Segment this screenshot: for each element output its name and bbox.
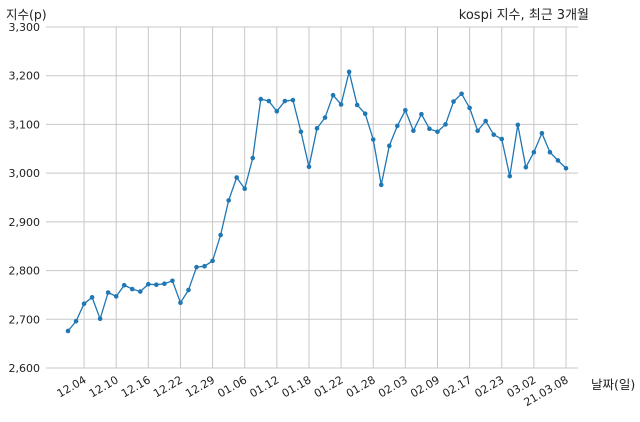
x-axis-label: 날짜(일): [591, 377, 635, 392]
data-point: [386, 143, 392, 149]
data-point: [322, 115, 328, 120]
data-point: [403, 108, 408, 113]
x-axis-ticks: 12.0412.1012.1612.2212.2901.0601.1201.18…: [55, 373, 571, 409]
data-point: [523, 165, 529, 170]
data-point: [507, 173, 513, 179]
data-point: [162, 281, 167, 287]
data-point: [146, 281, 151, 287]
data-point: [515, 122, 521, 128]
data-point: [419, 111, 424, 117]
x-tick-label: 01.06: [215, 373, 249, 400]
data-point: [65, 328, 71, 334]
data-point: [202, 263, 207, 269]
data-point: [451, 99, 456, 104]
data-point: [298, 129, 304, 135]
y-axis-ticks: 2,600 2,700 2,800 2,900 3,000 3,100 3,200 3,300: [9, 21, 41, 375]
data-point: [290, 97, 296, 103]
data-point: [491, 132, 497, 137]
y-tick-label: 2,800: [9, 265, 41, 278]
x-tick-label: 01.18: [280, 373, 314, 400]
data-point: [306, 164, 312, 170]
data-point: [266, 98, 272, 104]
x-tick-label: 02.23: [472, 373, 506, 400]
data-point: [234, 175, 239, 180]
data-point: [73, 318, 79, 324]
y-tick-label: 3,000: [9, 167, 41, 180]
y-tick-label: 2,700: [9, 313, 41, 326]
data-point: [338, 102, 344, 107]
data-point: [346, 69, 352, 75]
data-point: [395, 123, 400, 129]
data-point: [113, 294, 119, 299]
data-point: [97, 316, 103, 322]
data-point: [242, 186, 248, 192]
x-tick-label: 01.12: [248, 373, 282, 400]
data-point: [483, 118, 488, 124]
data-point: [282, 98, 288, 104]
x-tick-label: 02.09: [408, 373, 442, 400]
data-point: [105, 290, 111, 295]
data-point: [89, 295, 95, 300]
data-point: [354, 102, 360, 108]
x-tick-label: 02.17: [440, 373, 474, 400]
series-line: [67, 71, 567, 332]
data-point: [467, 105, 472, 111]
data-point: [555, 158, 561, 163]
data-point: [499, 136, 505, 142]
data-point: [330, 92, 336, 98]
y-tick-label: 3,200: [9, 70, 41, 83]
data-point: [443, 122, 448, 127]
x-tick-label: 12.04: [55, 373, 89, 400]
x-tick-label: 12.22: [151, 373, 185, 400]
data-point: [258, 96, 264, 102]
data-point: [475, 128, 480, 134]
data-point: [370, 137, 376, 142]
data-point: [186, 287, 191, 293]
data-point: [137, 289, 143, 294]
data-point: [531, 149, 537, 155]
data-point: [459, 91, 464, 97]
x-tick-label: 02.03: [376, 373, 410, 400]
x-tick-label: 12.16: [119, 373, 153, 400]
data-point: [210, 258, 215, 264]
data-point: [539, 130, 545, 136]
x-tick-label: 12.29: [183, 373, 217, 400]
x-tick-label: 01.28: [344, 373, 378, 400]
data-point: [435, 129, 440, 135]
data-point: [547, 149, 553, 155]
data-point: [378, 182, 384, 188]
data-points: [65, 69, 569, 334]
chart-title: kospi 지수, 최근 3개월: [459, 8, 589, 23]
data-point: [274, 108, 280, 114]
y-axis-label: 지수(p): [6, 7, 47, 22]
x-tick-label: 01.22: [312, 373, 346, 400]
data-point: [250, 155, 256, 161]
data-point: [81, 301, 87, 307]
data-point: [170, 278, 175, 284]
data-point: [194, 264, 199, 270]
data-point: [129, 286, 135, 292]
y-tick-label: 3,100: [9, 118, 41, 131]
data-point: [121, 282, 127, 288]
y-tick-label: 2,900: [9, 216, 41, 229]
data-point: [314, 126, 320, 131]
data-point: [427, 126, 432, 132]
data-point: [563, 165, 569, 171]
data-point: [226, 198, 231, 203]
y-tick-label: 3,300: [9, 21, 41, 34]
gridlines: [46, 26, 578, 369]
x-tick-label: 12.10: [87, 373, 121, 400]
data-point: [362, 111, 368, 117]
y-tick-label: 2,600: [9, 362, 41, 375]
data-point: [178, 300, 183, 306]
data-point: [218, 232, 223, 238]
data-point: [154, 282, 159, 288]
data-point: [411, 128, 416, 134]
